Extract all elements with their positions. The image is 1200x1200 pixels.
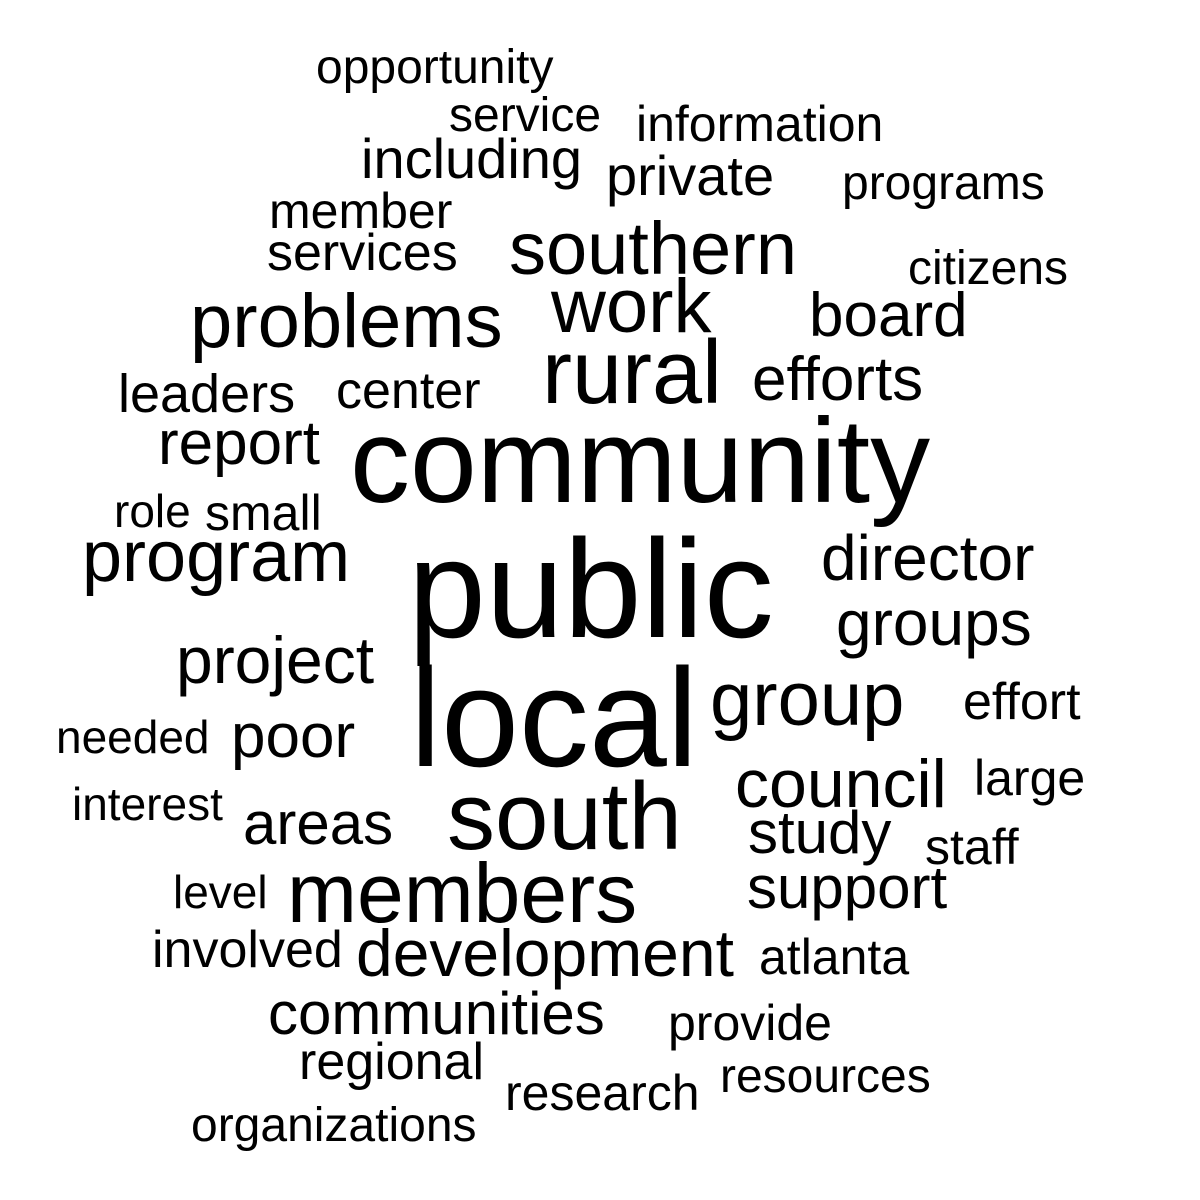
word-citizens: citizens [908,242,1069,295]
word-development: development [356,916,734,990]
word-communities: communities [268,980,605,1047]
word-south: south [447,763,682,870]
word-including: including [361,127,583,190]
word-project: project [176,623,375,697]
word-center: center [336,362,481,420]
word-needed: needed [56,711,210,763]
word-large: large [974,750,1086,806]
word-staff: staff [925,819,1019,875]
word-study: study [748,799,892,866]
word-group: group [710,657,905,742]
word-research: research [505,1065,700,1121]
word-programs: programs [842,157,1045,210]
word-program: program [82,517,351,597]
word-board: board [809,281,968,350]
word-atlanta: atlanta [759,929,910,985]
word-resources: resources [720,1050,931,1103]
word-opportunity: opportunity [316,41,554,94]
word-efforts: efforts [752,345,924,414]
word-member: member [269,183,453,239]
word-services: services [267,224,458,282]
word-support: support [747,854,948,921]
word-poor: poor [231,702,356,771]
word-groups: groups [836,587,1032,659]
word-rural: rural [542,323,723,423]
word-provide: provide [668,995,832,1051]
word-level: level [173,866,268,918]
word-public: public [408,510,774,667]
word-council: council [735,746,947,822]
word-members: members [287,846,638,940]
word-involved: involved [152,921,343,979]
word-problems: problems [190,279,503,364]
word-interest: interest [72,778,223,830]
word-community: community [350,394,931,528]
word-organizations: organizations [191,1099,477,1152]
word-southern: southern [509,207,797,290]
word-effort: effort [963,673,1081,731]
word-private: private [606,144,775,207]
word-director: director [821,522,1035,594]
word-small: small [205,485,322,541]
word-work: work [551,264,712,349]
word-role: role [114,485,191,537]
word-report: report [158,409,320,478]
word-leaders: leaders [118,364,296,424]
word-local: local [410,639,698,796]
word-areas: areas [243,790,394,857]
word-information: information [636,96,884,152]
word-service: service [449,89,602,142]
word-regional: regional [299,1033,485,1091]
